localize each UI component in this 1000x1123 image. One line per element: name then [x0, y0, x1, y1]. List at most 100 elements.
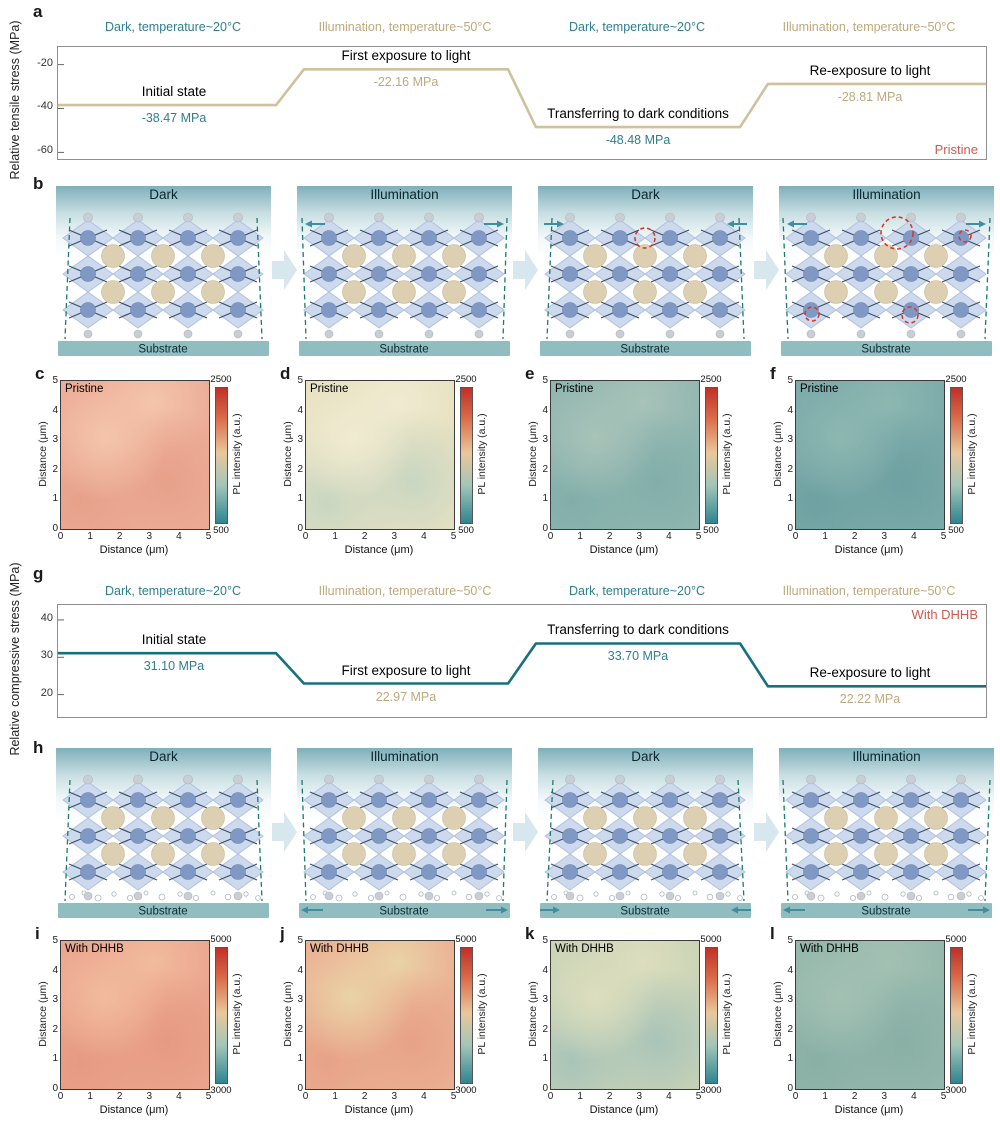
x-tick-label: 4	[911, 1091, 917, 1102]
strain-dashed-lines	[301, 217, 508, 340]
schematic-panel: Dark Substrate	[538, 186, 753, 358]
y-tick-label: 2	[297, 1023, 303, 1035]
y-tick-label: 2	[787, 463, 793, 475]
colorbar-min: 500	[213, 525, 229, 536]
y-axis-label: Distance (μm)	[282, 981, 294, 1047]
colorbar	[215, 387, 228, 524]
x-tick-label: 5	[205, 531, 212, 542]
panel-letter: a	[33, 2, 43, 21]
stress-value: -22.16 MPa	[373, 75, 439, 90]
b-site-ions	[68, 791, 258, 881]
y-tick-label: 5	[297, 375, 303, 386]
substrate-bar	[540, 903, 751, 918]
surface-atoms	[83, 774, 243, 901]
schematic-panel: Illumination Substrate	[297, 186, 512, 358]
panel-letter: e	[525, 364, 535, 383]
stress-arrows	[787, 220, 986, 228]
y-tick-label: 0	[542, 1083, 548, 1094]
x-axis-label: Distance (μm)	[834, 1104, 904, 1116]
stress-arrows	[783, 906, 990, 914]
y-tick-label: 1	[787, 493, 793, 505]
y-axis-label: Distance (μm)	[527, 421, 539, 487]
condition-title: Illumination	[370, 187, 439, 202]
condition-title: Dark	[631, 749, 660, 764]
substrate-label: Substrate	[620, 344, 669, 356]
x-tick-label: 0	[302, 1091, 309, 1102]
colorbar-max: 2500	[700, 374, 722, 385]
condition-title: Illumination	[852, 187, 921, 202]
y-tick-label: 3	[787, 434, 793, 446]
y-axis-label: Distance (μm)	[527, 981, 539, 1047]
strain-dashed-lines	[64, 779, 263, 902]
pl-intensity-map: With DHHB	[550, 940, 700, 1090]
x-tick-label: 2	[851, 531, 858, 542]
condition-header: Dark, temperature~20°C	[569, 584, 705, 598]
y-tick-label: 1	[542, 493, 548, 505]
colorbar	[950, 947, 963, 1084]
defect-circles	[634, 227, 656, 249]
x-tick-label: 3	[146, 531, 153, 542]
y-tick-label: 0	[52, 523, 58, 534]
y-tick-label: 1	[52, 493, 58, 505]
y-tick-label: 0	[297, 523, 303, 534]
x-tick-label: 4	[176, 1091, 182, 1102]
substrate-bar	[540, 341, 751, 356]
x-tick-label: 3	[146, 1091, 153, 1102]
x-tick-label: 0	[792, 1091, 799, 1102]
crystal-structure-diagram: Substrate	[299, 212, 510, 356]
y-tick-label: 0	[297, 1083, 303, 1094]
colorbar-min: 3000	[455, 1085, 477, 1096]
stress-arrows	[301, 906, 508, 914]
x-tick-label: 2	[606, 1091, 613, 1102]
x-axis-label: Distance (μm)	[99, 1104, 169, 1116]
substrate-bar	[299, 341, 510, 356]
y-tick-label: 5	[787, 375, 793, 386]
condition-title: Dark	[631, 187, 660, 202]
x-axis-label: Distance (μm)	[834, 544, 904, 556]
b-site-ions	[550, 791, 740, 881]
x-tick-label: 2	[361, 1091, 368, 1102]
schematic-panel: Illumination Substrate	[297, 748, 512, 920]
crystal-structure-diagram: Substrate	[299, 774, 510, 918]
crystal-structure-diagram: Substrate	[540, 774, 751, 918]
b-site-ions	[791, 229, 981, 319]
y-tick-label: 0	[787, 523, 793, 534]
x-tick-label: 3	[881, 1091, 888, 1102]
pl-intensity-map: Pristine	[795, 380, 945, 530]
panel-g-stress-block: g Relative compressive stress (MPa) With…	[0, 562, 1000, 756]
condition-header: Dark, temperature~20°C	[105, 584, 241, 598]
surface-atoms	[565, 774, 725, 901]
x-axis-label: Distance (μm)	[344, 1104, 414, 1116]
stress-value: 31.10 MPa	[143, 659, 205, 674]
a-site-ions	[101, 244, 225, 304]
stress-arrows	[544, 220, 747, 228]
ion-bubbles	[551, 890, 743, 902]
x-tick-label: 3	[881, 531, 888, 542]
pl-intensity-map: With DHHB	[60, 940, 210, 1090]
y-tick-label: 2	[52, 463, 58, 475]
y-axis-label: Distance (μm)	[282, 421, 294, 487]
flow-arrow-icon	[513, 812, 538, 852]
y-tick-label: 5	[787, 935, 793, 946]
flow-arrow-icon	[513, 250, 538, 290]
x-tick-label: 0	[792, 531, 799, 542]
y-tick-label: 4	[787, 964, 793, 976]
b-site-ions	[791, 791, 981, 881]
substrate-label: Substrate	[861, 344, 910, 356]
panel-letter: l	[770, 924, 775, 943]
surface-atoms	[324, 212, 484, 339]
y-tick-label: 5	[52, 935, 58, 946]
stress-arrows	[305, 220, 504, 228]
x-tick-label: 3	[391, 1091, 398, 1102]
schematic-panel: Dark Substrate	[538, 748, 753, 920]
b-site-ions	[309, 791, 499, 881]
panel-letter: d	[280, 364, 291, 383]
sample-label: With DHHB	[65, 943, 124, 955]
compressive-stress-chart: With DHHB Initial state 31.10 MPa First ex…	[57, 604, 987, 718]
sample-label: With DHHB	[911, 607, 978, 622]
condition-title: Dark	[149, 749, 178, 764]
substrate-label: Substrate	[138, 344, 187, 356]
x-tick-label: 5	[695, 1091, 702, 1102]
phase-annotation: Re-exposure to light	[809, 665, 931, 681]
